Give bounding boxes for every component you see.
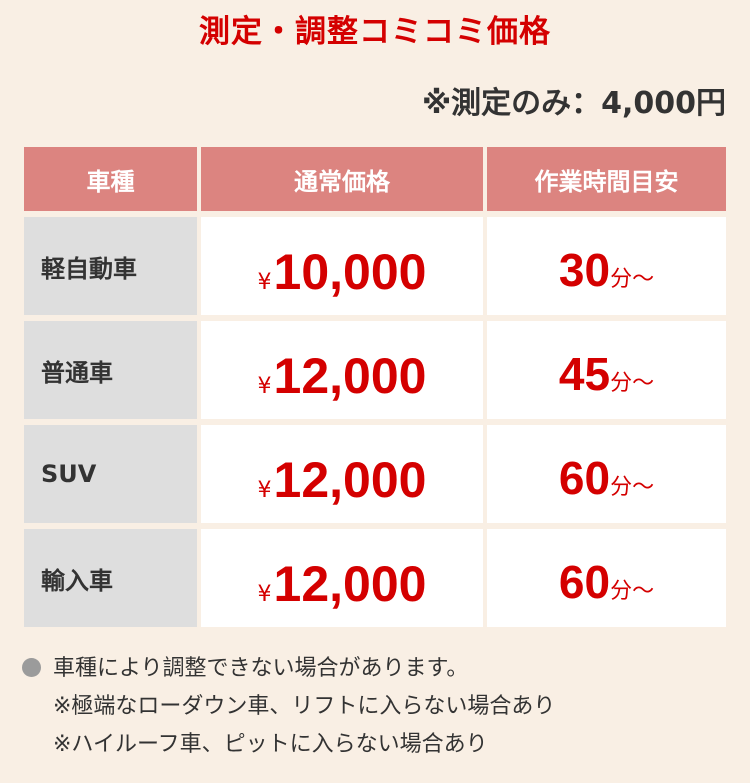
page-title: 測定・調整コミコミ価格 bbox=[199, 14, 551, 50]
time-cell: 60 分〜 bbox=[487, 425, 726, 523]
price-cell: ¥12,000 bbox=[201, 425, 483, 523]
price-table: 車種 通常価格 作業時間目安 軽自動車 ¥10,000 30 分〜 普通車 ¥12,… bbox=[24, 147, 726, 627]
time-cell: 60 分〜 bbox=[487, 529, 726, 627]
vehicle-type: SUV bbox=[24, 425, 197, 523]
time-cell: 30 分〜 bbox=[487, 217, 726, 315]
yen-symbol: ¥ bbox=[257, 478, 272, 503]
yen-symbol: ¥ bbox=[257, 374, 272, 399]
note-text: 車種により調整できない場合があります。 bbox=[53, 656, 469, 681]
header-vehicle-type: 車種 bbox=[24, 147, 197, 211]
time-value: 60 bbox=[558, 556, 611, 608]
time-value: 45 bbox=[558, 348, 611, 400]
header-regular-price: 通常価格 bbox=[201, 147, 483, 211]
price-value: 12,000 bbox=[273, 556, 427, 612]
time-unit: 分〜 bbox=[610, 475, 655, 500]
time-unit: 分〜 bbox=[610, 579, 655, 604]
time-unit: 分〜 bbox=[610, 267, 655, 292]
vehicle-type: 普通車 bbox=[24, 321, 197, 419]
time-cell: 45 分〜 bbox=[487, 321, 726, 419]
price-cell: ¥12,000 bbox=[201, 529, 483, 627]
yen-symbol: ¥ bbox=[257, 582, 272, 607]
time-value: 30 bbox=[558, 244, 611, 296]
vehicle-type: 輸入車 bbox=[24, 529, 197, 627]
yen-symbol: ¥ bbox=[257, 270, 272, 295]
note-item: 車種により調整できない場合があります。 bbox=[22, 650, 555, 688]
bullet-icon bbox=[22, 658, 41, 677]
price-value: 10,000 bbox=[273, 244, 427, 300]
notes: 車種により調整できない場合があります。 ※極端なローダウン車、リフトに入らない場… bbox=[22, 650, 555, 764]
header-work-time: 作業時間目安 bbox=[487, 147, 726, 211]
measurement-only-price: ※測定のみ：4,000円 bbox=[421, 86, 726, 121]
price-value: 12,000 bbox=[273, 452, 427, 508]
price-value: 12,000 bbox=[273, 348, 427, 404]
time-value: 60 bbox=[558, 452, 611, 504]
note-item: ※ハイルーフ車、ピットに入らない場合あり bbox=[53, 732, 488, 757]
price-cell: ¥10,000 bbox=[201, 217, 483, 315]
note-item: ※極端なローダウン車、リフトに入らない場合あり bbox=[53, 694, 556, 719]
price-cell: ¥12,000 bbox=[201, 321, 483, 419]
time-unit: 分〜 bbox=[610, 371, 655, 396]
vehicle-type: 軽自動車 bbox=[24, 217, 197, 315]
